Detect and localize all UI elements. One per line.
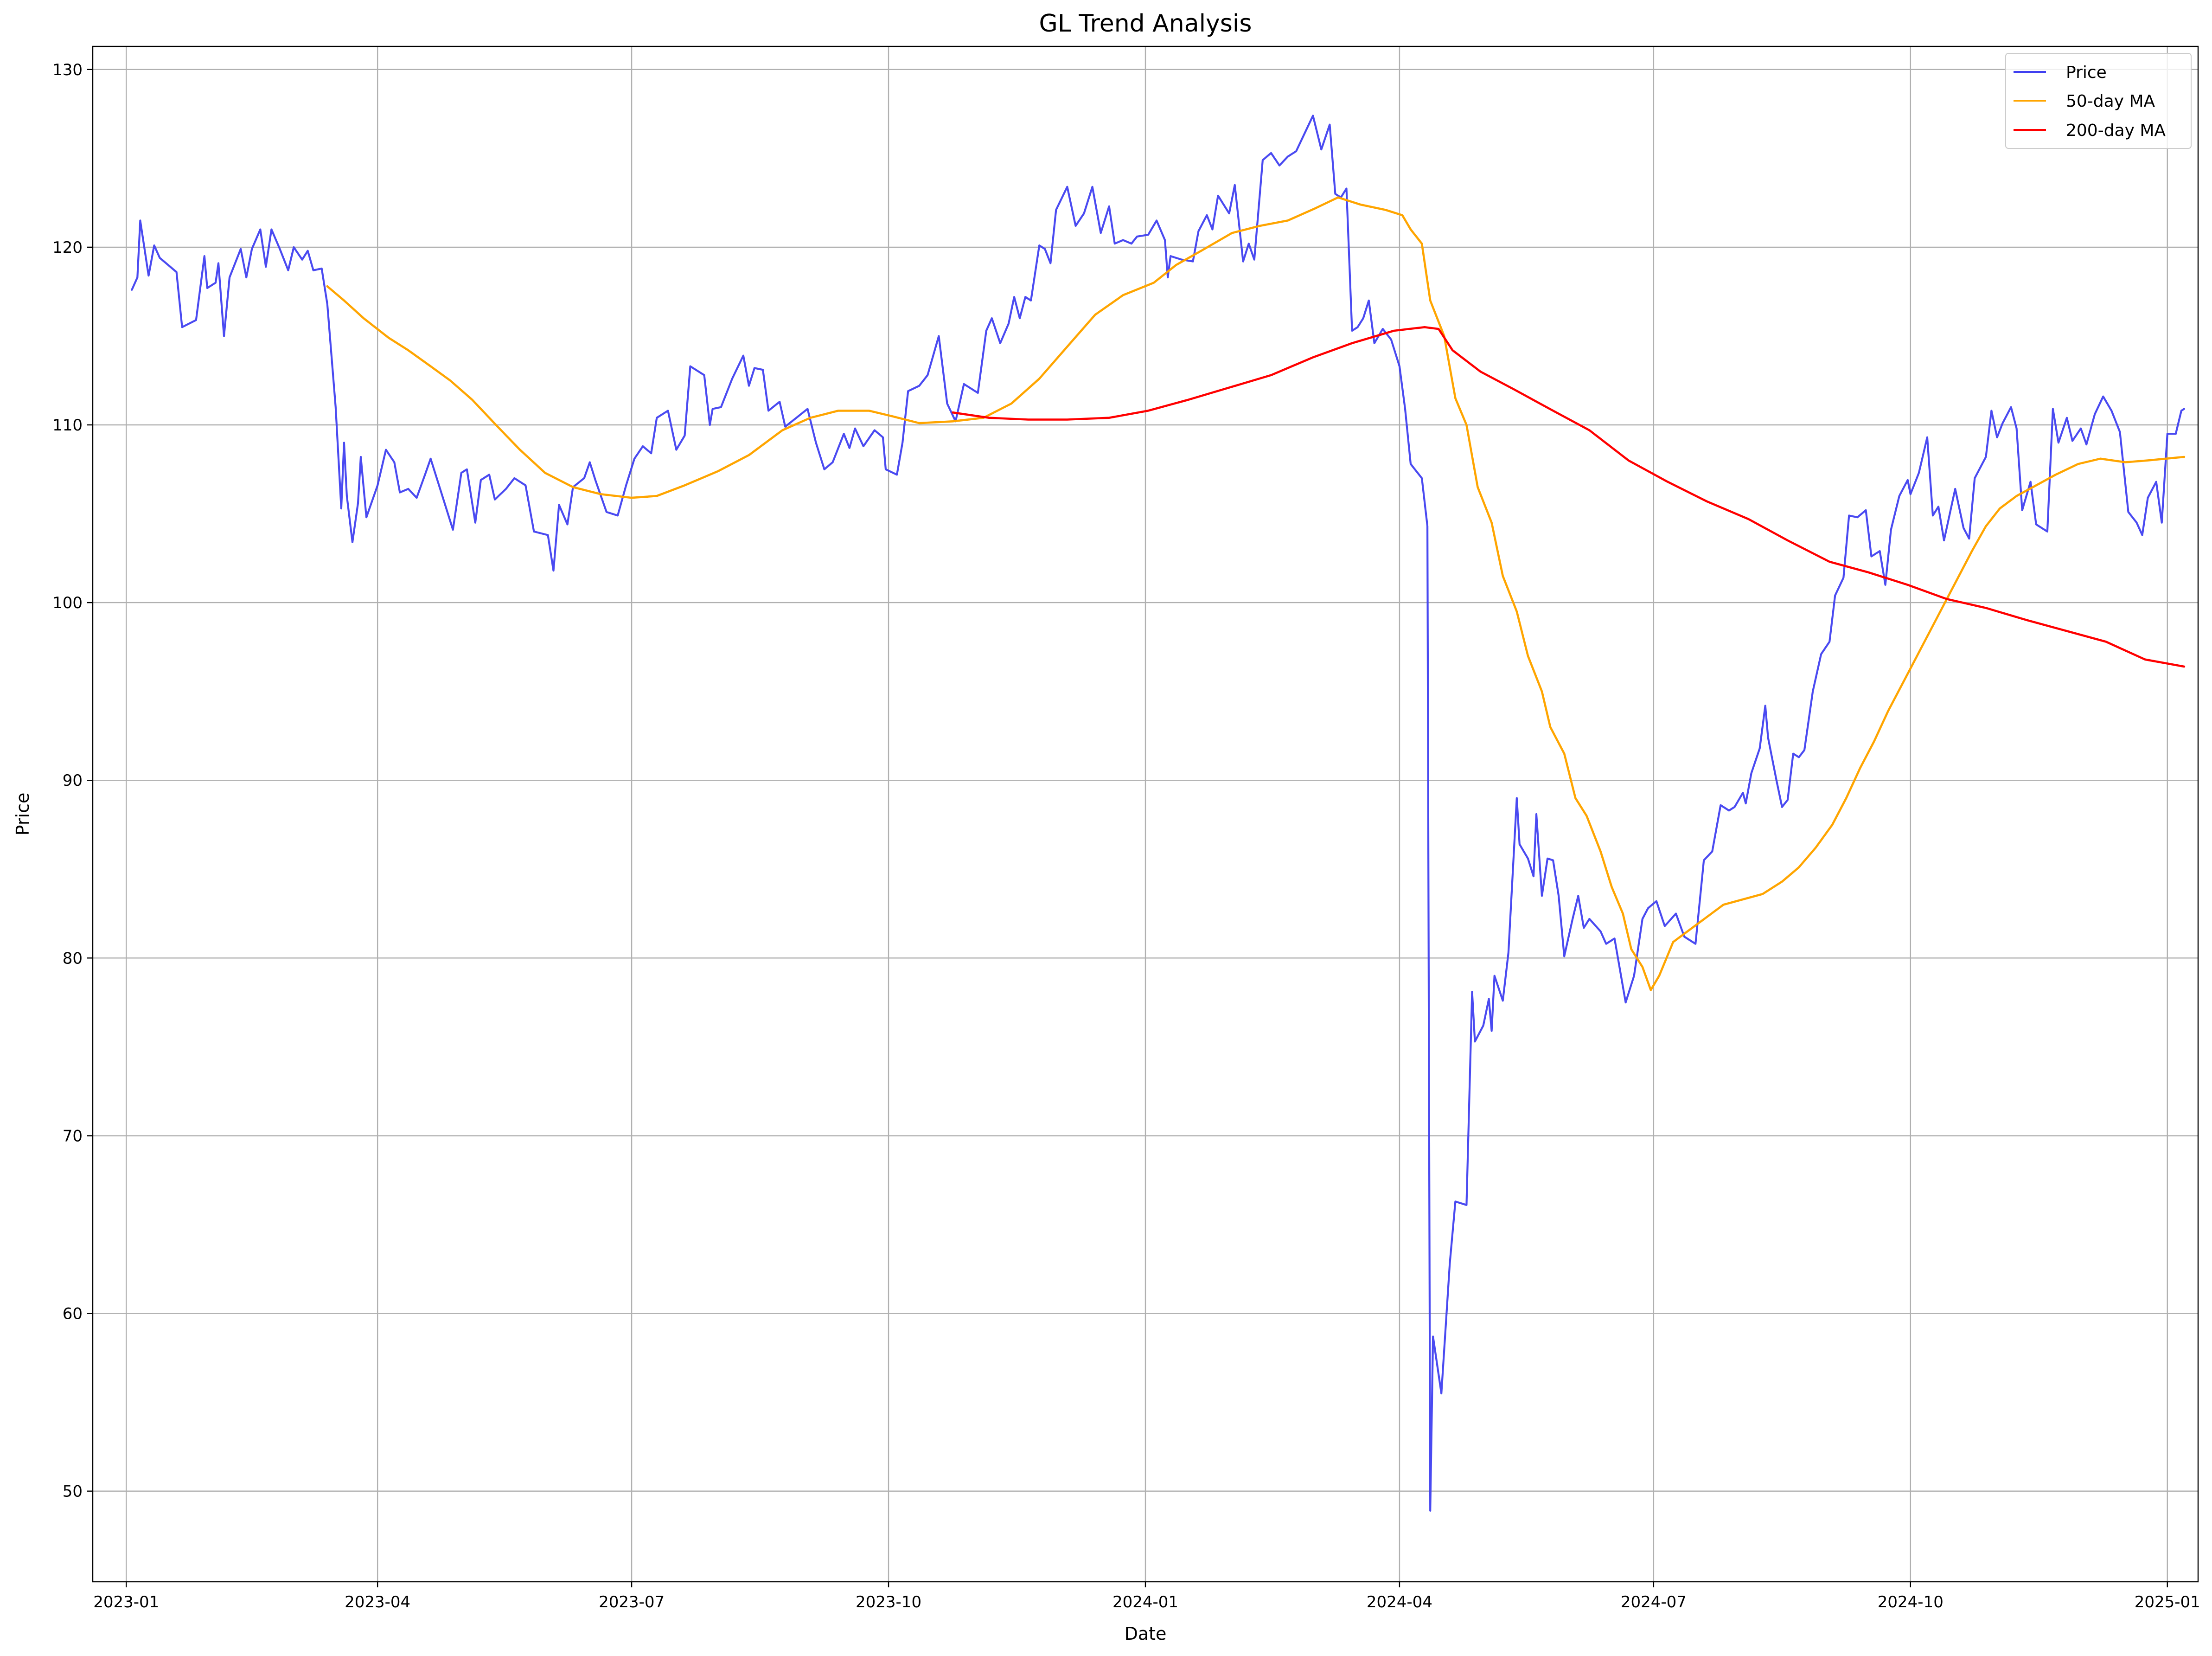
series-layer <box>131 115 2186 1512</box>
y-tick-label: 110 <box>52 416 83 435</box>
y-tick-label: 70 <box>63 1127 83 1145</box>
y-tick-label: 120 <box>52 238 83 257</box>
y-tick-label: 100 <box>52 594 83 612</box>
tick-layer: 2023-01 2023-04 2023-07 2023-10 2024-01 2024-… <box>52 61 2200 1611</box>
y-tick-label: 130 <box>52 61 83 79</box>
legend-label-price: Price <box>2066 63 2107 82</box>
x-axis-label: Date <box>1125 1624 1167 1644</box>
y-axis-label: Price <box>13 793 33 836</box>
y-tick-label: 50 <box>63 1483 83 1501</box>
legend-label-50-day-ma: 50-day MA <box>2066 92 2155 111</box>
grid-layer <box>93 46 2198 1582</box>
x-tick-label: 2024-01 <box>1112 1593 1178 1611</box>
series-line-50-day-ma <box>326 196 2186 991</box>
legend: Price 50-day MA 200-day MA <box>2005 53 2192 149</box>
legend-label-200-day-ma: 200-day MA <box>2066 121 2166 140</box>
x-tick-label: 2023-01 <box>93 1593 159 1611</box>
x-tick-label: 2024-04 <box>1367 1593 1432 1611</box>
y-tick-label: 60 <box>63 1305 83 1323</box>
x-tick-label: 2023-10 <box>856 1593 921 1611</box>
x-tick-label: 2023-07 <box>599 1593 665 1611</box>
x-tick-label: 2024-07 <box>1621 1593 1687 1611</box>
x-tick-label: 2023-04 <box>345 1593 410 1611</box>
x-tick-label: 2024-10 <box>1878 1593 1943 1611</box>
chart-title: GL Trend Analysis <box>1039 10 1252 38</box>
y-tick-label: 80 <box>63 949 83 968</box>
y-tick-label: 90 <box>63 771 83 790</box>
series-line-200-day-ma <box>952 326 2186 668</box>
legend-box <box>2005 53 2192 149</box>
x-tick-label: 2025-01 <box>2135 1593 2200 1611</box>
series-line-price <box>131 115 2185 1512</box>
